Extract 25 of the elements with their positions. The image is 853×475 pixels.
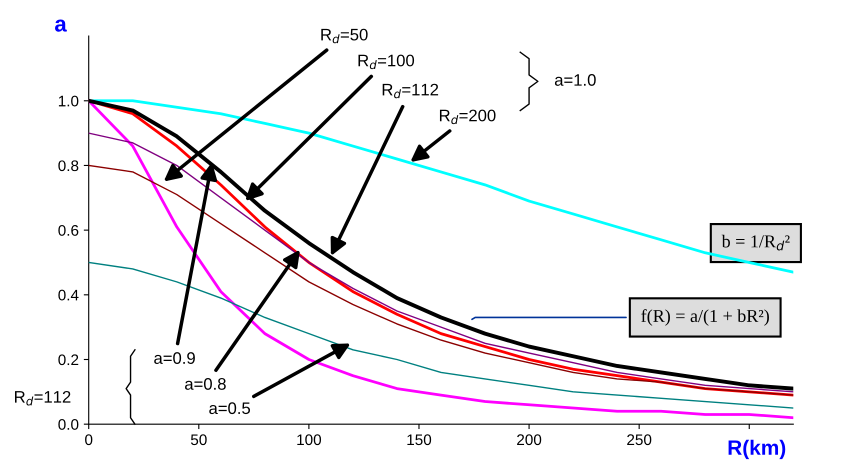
y-tick-label: 0.8: [58, 160, 78, 172]
text: R$_{d}$=112: [15, 390, 70, 406]
annotation: R$_{d}$=50: [321, 28, 368, 44]
annotation: a=1.0: [554, 74, 596, 86]
annotation: R$_{d}$=112: [382, 84, 438, 98]
annotation: f(R) = a/(1 + bR²): [641, 309, 769, 326]
x-tick-label: 0: [85, 434, 92, 446]
x-tick-label: 50: [190, 434, 207, 446]
y-tick-label: 1.0: [58, 96, 78, 106]
x-axis-title: R(km): [728, 440, 786, 460]
annotation: R$_{d}$=200: [440, 110, 496, 124]
x-tick-label: 200: [517, 434, 542, 446]
y-tick-label: 0.6: [58, 225, 78, 236]
annotation: a=0.5: [209, 402, 250, 414]
y-tick-label: 0.0: [58, 419, 78, 430]
x-tick-label: 100: [297, 434, 322, 446]
annotation: b = 1/R$_{d}$²: [722, 234, 790, 250]
annotation: a=0.8: [185, 378, 226, 390]
annotation: R$_{d}$=100: [358, 54, 414, 70]
y-tick-label: 0.4: [58, 290, 79, 301]
y-tick-label: 0.2: [58, 354, 78, 366]
x-tick-label: 150: [407, 434, 432, 446]
annotation: a=0.9: [154, 352, 195, 364]
y-axis-title: a: [55, 20, 67, 32]
x-tick-label: 250: [627, 434, 652, 446]
